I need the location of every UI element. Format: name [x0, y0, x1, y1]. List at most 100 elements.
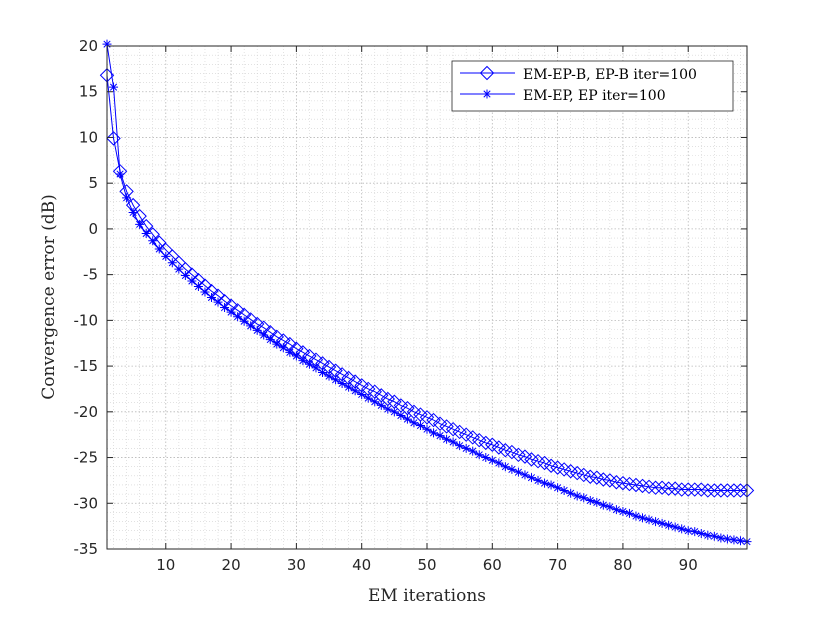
x-tick-label: 50 [417, 556, 436, 574]
data-point [611, 505, 621, 515]
data-point [442, 434, 452, 444]
x-tick-label: 30 [287, 556, 306, 574]
data-point [265, 335, 275, 345]
data-point [572, 491, 582, 501]
data-point [246, 321, 256, 331]
data-point [180, 271, 190, 281]
data-point [667, 481, 683, 496]
data-point [220, 303, 230, 313]
data-point [507, 464, 517, 474]
data-point [674, 482, 689, 497]
data-point [553, 483, 563, 493]
data-point [389, 407, 399, 417]
data-point [426, 412, 441, 428]
series-em-ep [102, 39, 752, 547]
data-point [540, 478, 550, 488]
data-point [357, 389, 367, 399]
data-point [135, 219, 145, 229]
legend-box [451, 60, 734, 112]
data-point [363, 393, 373, 403]
y-tick-label: -5 [83, 266, 98, 284]
data-point [122, 193, 132, 203]
y-tick-label: -35 [74, 540, 99, 558]
data-point [648, 480, 663, 495]
data-point [720, 483, 735, 498]
data-point [233, 312, 243, 322]
data-point [213, 297, 223, 307]
data-point [174, 264, 184, 274]
data-point [609, 475, 624, 490]
data-point [252, 325, 262, 335]
data-point [370, 397, 380, 407]
data-point [200, 287, 210, 297]
data-point [239, 316, 249, 326]
data-point [474, 450, 484, 460]
y-tick-label: -30 [74, 494, 99, 512]
data-point [396, 410, 406, 420]
data-point [318, 367, 328, 377]
data-point [651, 517, 661, 527]
data-point [683, 526, 693, 536]
data-point [585, 496, 595, 506]
data-point [700, 483, 716, 498]
legend-marker [482, 89, 492, 99]
data-point [533, 475, 543, 485]
data-point [690, 527, 700, 537]
legend-label-em-ep: EM-EP, EP iter=100 [523, 88, 666, 104]
data-point [735, 536, 745, 546]
y-tick-label: -20 [74, 403, 99, 421]
data-point [226, 307, 236, 317]
legend: EM-EP-B, EP-B iter=100 EM-EP, EP iter=10… [451, 60, 734, 112]
data-point [598, 500, 608, 510]
data-point [729, 535, 739, 545]
y-tick-label: 0 [88, 220, 98, 238]
data-point [415, 421, 425, 431]
data-point [707, 483, 722, 498]
data-point [337, 378, 347, 388]
data-point [670, 522, 680, 532]
series-line [106, 75, 747, 491]
data-point [161, 251, 171, 261]
data-point [596, 472, 611, 487]
data-point [167, 258, 177, 268]
data-point [559, 485, 569, 495]
data-point [376, 400, 386, 410]
axis-ticks [107, 45, 747, 550]
data-point [106, 131, 121, 146]
legend-marker [479, 65, 495, 81]
x-tick-label: 90 [679, 556, 698, 574]
data-point [409, 418, 419, 428]
data-point [494, 458, 504, 468]
data-point [628, 477, 644, 493]
data-point [618, 507, 628, 517]
data-point [291, 351, 301, 361]
data-point [726, 483, 742, 498]
y-tick-label: 15 [79, 83, 98, 101]
data-point [713, 483, 729, 498]
y-tick-label: -25 [74, 449, 99, 467]
y-tick-label: 10 [79, 128, 98, 146]
y-tick-labels: 20 15 10 5 0 -5 -10 -15 -20 -25 -30 -35 [74, 37, 99, 558]
y-tick-label: 5 [88, 174, 98, 192]
data-point [311, 363, 321, 373]
data-point [193, 282, 203, 292]
data-point [468, 446, 478, 456]
data-point [566, 488, 576, 498]
data-point [526, 473, 536, 483]
data-point [141, 228, 151, 238]
x-axis-label: EM iterations [368, 586, 486, 606]
data-point [654, 480, 670, 495]
data-point [128, 207, 138, 217]
data-point [657, 518, 667, 528]
series-layer [99, 39, 755, 547]
data-point [331, 375, 341, 385]
x-tick-label: 70 [548, 556, 567, 574]
data-point [383, 404, 393, 414]
y-tick-label: 20 [79, 37, 98, 55]
data-point [259, 330, 269, 340]
data-point [641, 479, 657, 495]
data-point [350, 386, 360, 396]
data-point [605, 502, 615, 512]
y-tick-label: -10 [74, 311, 99, 329]
x-tick-label: 60 [483, 556, 502, 574]
